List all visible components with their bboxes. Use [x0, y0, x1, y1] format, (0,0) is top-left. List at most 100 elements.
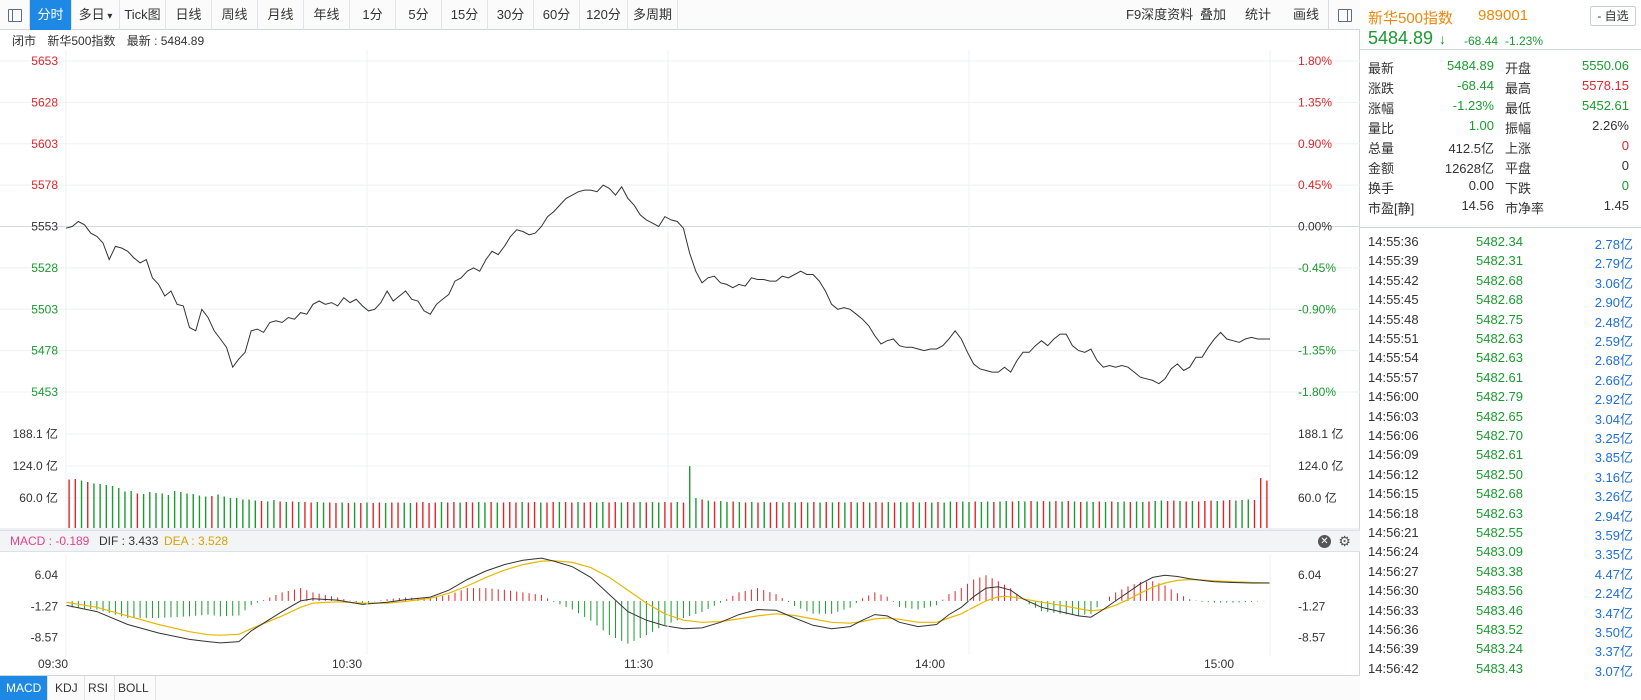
chevron-down-icon: ▾ [104, 11, 113, 22]
tick-row: 14:55:57 5482.61 2.66亿 [1360, 370, 1641, 390]
pct-tick-label: -0.45% [1298, 261, 1336, 275]
stat-value: 0 [1621, 178, 1629, 193]
toolbar-action-1[interactable]: 叠加 [1200, 7, 1227, 22]
price-tick-label: 5503 [31, 302, 58, 316]
market-status: 闭市 [12, 34, 37, 48]
stat-row: 涨跌 -68.44 最高 5578.15 [1360, 78, 1641, 98]
macd-indicator-header: MACD : -0.189 DIF : 3.433 DEA : 3.528 ✕ … [0, 530, 1360, 552]
period-toolbar: 分时 多日 ▾ Tick图 日线 周线 月线 年线 1分 5分 15分 30分 60分 120分 多周期 … [0, 0, 1360, 30]
price-tick-label: 5553 [31, 220, 58, 234]
tick-price: 5483.43 [1476, 660, 1523, 676]
tick-row: 14:56:39 5483.24 3.37亿 [1360, 641, 1641, 661]
stat-row: 总量 412.5亿 上涨 0 [1360, 138, 1641, 158]
tick-amount: 3.04亿 [1594, 411, 1633, 427]
tab-13[interactable]: 多周期 [628, 0, 678, 30]
dif-value: DIF : 3.433 [99, 534, 159, 548]
tab-4[interactable]: 周线 [212, 0, 258, 30]
macd-tick-label: 6.04 [35, 568, 59, 582]
tick-time: 14:56:09 [1368, 447, 1419, 463]
current-price: 5484.89 [1368, 28, 1434, 48]
tick-time: 14:56:21 [1368, 525, 1419, 540]
indicator-tab-macd[interactable]: MACD [0, 676, 49, 700]
tab-6[interactable]: 年线 [304, 0, 350, 30]
tick-time: 14:56:18 [1368, 505, 1419, 521]
sidebar-toggle-icon [1337, 8, 1352, 22]
close-icon[interactable]: ✕ [1318, 535, 1331, 548]
quote-panel: 新华500指数 989001 - 自选 5484.89 ↓ -68.44 -1.… [1360, 0, 1641, 700]
tick-row: 14:55:39 5482.31 2.79亿 [1360, 253, 1641, 273]
price-tick-label: 5453 [31, 385, 58, 399]
add-favorite-button[interactable]: - 自选 [1590, 6, 1636, 26]
tab-2[interactable]: Tick图 [120, 0, 166, 30]
tab-12[interactable]: 120分 [580, 0, 628, 30]
tick-row: 14:56:18 5482.63 2.94亿 [1360, 506, 1641, 526]
stat-label: 最新 [1368, 61, 1395, 76]
dif-line [65, 557, 1270, 644]
indicator-tab-rsi[interactable]: RSI [82, 676, 116, 700]
stat-label: 平盘 [1505, 161, 1532, 176]
tick-time: 14:55:36 [1368, 234, 1419, 249]
tick-amount: 2.66亿 [1594, 372, 1633, 388]
tab-11[interactable]: 60分 [534, 0, 580, 30]
pct-tick-label: -0.90% [1298, 302, 1336, 316]
tick-price: 5482.63 [1476, 331, 1523, 346]
stat-label: 量比 [1368, 121, 1395, 136]
tick-row: 14:56:15 5482.68 3.26亿 [1360, 486, 1641, 506]
tick-row: 14:55:54 5482.63 2.68亿 [1360, 350, 1641, 370]
gear-icon[interactable]: ⚙ [1338, 533, 1351, 549]
stat-row: 金额 12628亿 平盘 0 [1360, 158, 1641, 178]
price-line[interactable] [65, 184, 1270, 385]
tab-7[interactable]: 1分 [350, 0, 396, 30]
tick-amount: 3.26亿 [1594, 489, 1633, 505]
toolbar-action-3[interactable]: 画线 [1293, 7, 1320, 22]
indicator-tab-kdj[interactable]: KDJ [49, 676, 85, 700]
tick-price: 5483.38 [1476, 563, 1523, 579]
toolbar-action-0[interactable]: F9深度资料 [1126, 7, 1194, 22]
intraday-chart[interactable]: 5653 1.80% 5628 1.35% 5603 0.90% 5578 0.45% 5553… [0, 50, 1360, 675]
tab-3[interactable]: 日线 [166, 0, 212, 30]
tab-8[interactable]: 5分 [396, 0, 442, 30]
macd-tick-label: -8.57 [31, 631, 59, 645]
tick-price: 5482.31 [1476, 253, 1523, 269]
stat-value: 5578.15 [1582, 78, 1629, 93]
stat-row: 最新 5484.89 开盘 5550.06 [1360, 58, 1641, 78]
tick-price: 5482.68 [1476, 486, 1523, 502]
tab-1[interactable]: 多日 ▾ [72, 0, 120, 30]
stat-label: 上涨 [1505, 141, 1532, 156]
stat-label: 换手 [1368, 181, 1395, 196]
stat-value: 12628亿 [1444, 161, 1494, 176]
right-panel-toggle[interactable] [1328, 0, 1360, 30]
tick-row: 14:56:21 5482.55 3.59亿 [1360, 525, 1641, 545]
latest-price-label: 最新 : 5484.89 [126, 34, 205, 48]
left-panel-toggle[interactable] [0, 0, 30, 30]
time-axis-label: 09:30 [38, 657, 69, 671]
stat-value: 5550.06 [1582, 58, 1629, 73]
quote-stats: 最新 5484.89 开盘 5550.06 涨跌 -68.44 最高 5578.15 涨幅 -1.… [1360, 58, 1641, 228]
indicator-tab-boll[interactable]: BOLL [112, 676, 156, 700]
tick-amount: 2.48亿 [1594, 314, 1633, 330]
tick-row: 14:56:03 5482.65 3.04亿 [1360, 409, 1641, 429]
tick-row: 14:56:09 5482.61 3.85亿 [1360, 447, 1641, 467]
chart-area: 分时 多日 ▾ Tick图 日线 周线 月线 年线 1分 5分 15分 30分 60分 120分 多周期 … [0, 0, 1360, 700]
stat-row: 涨幅 -1.23% 最低 5452.61 [1360, 98, 1641, 118]
tick-time: 14:55:54 [1368, 350, 1419, 366]
tick-amount: 3.37亿 [1594, 644, 1633, 660]
tab-10[interactable]: 30分 [488, 0, 534, 30]
tick-amount: 3.85亿 [1594, 450, 1633, 466]
stat-label: 最低 [1505, 101, 1532, 116]
tick-time: 14:55:45 [1368, 292, 1419, 308]
tick-time: 14:56:24 [1368, 544, 1419, 560]
tick-price: 5482.61 [1476, 447, 1523, 463]
tab-9[interactable]: 15分 [442, 0, 488, 30]
tick-row: 14:56:12 5482.50 3.16亿 [1360, 467, 1641, 487]
volume-tick-label: 124.0 亿 [1298, 458, 1343, 473]
stat-value: -1.23% [1452, 98, 1494, 113]
quote-header: 新华500指数 989001 - 自选 5484.89 ↓ -68.44 -1.… [1360, 0, 1641, 50]
toolbar-action-2[interactable]: 统计 [1245, 7, 1272, 22]
tab-0[interactable]: 分时 [30, 0, 72, 30]
tab-5[interactable]: 月线 [258, 0, 304, 30]
tick-amount: 2.94亿 [1594, 508, 1633, 524]
stat-row: 市盈[静] 14.56 市净率 1.45 [1360, 198, 1641, 218]
tick-amount: 2.90亿 [1594, 295, 1633, 311]
tick-row: 14:55:42 5482.68 3.06亿 [1360, 273, 1641, 293]
